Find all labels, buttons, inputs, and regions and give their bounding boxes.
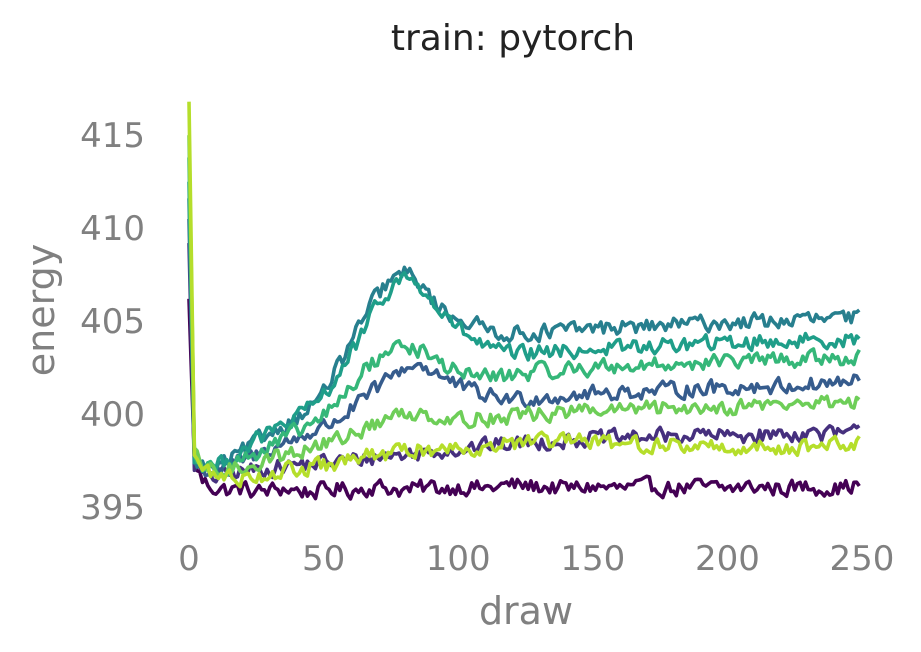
x-tick-label: 100 (426, 539, 491, 579)
series-line (187, 198, 861, 473)
y-tick-label: 395 (80, 488, 145, 528)
x-axis-ticks: 0 50 100 150 200 250 (178, 539, 894, 579)
y-axis-label: energy (19, 244, 63, 376)
series-line (187, 243, 861, 484)
x-tick-label: 50 (302, 539, 345, 579)
y-axis-ticks: 395 400 405 410 415 (80, 116, 145, 528)
x-tick-label: 150 (560, 539, 625, 579)
series-line (187, 101, 861, 489)
y-tick-label: 400 (80, 395, 145, 435)
y-tick-label: 405 (80, 302, 145, 342)
series-layer (187, 101, 861, 501)
x-tick-label: 200 (695, 539, 760, 579)
chart-title: train: pytorch (391, 18, 635, 59)
x-axis-label: draw (479, 589, 573, 633)
y-tick-label: 410 (80, 209, 145, 249)
series-line (187, 135, 861, 479)
y-tick-label: 415 (80, 116, 145, 156)
x-tick-label: 0 (178, 539, 200, 579)
series-line (187, 181, 861, 473)
series-line (187, 157, 861, 478)
x-tick-label: 250 (830, 539, 895, 579)
series-line (187, 298, 861, 501)
